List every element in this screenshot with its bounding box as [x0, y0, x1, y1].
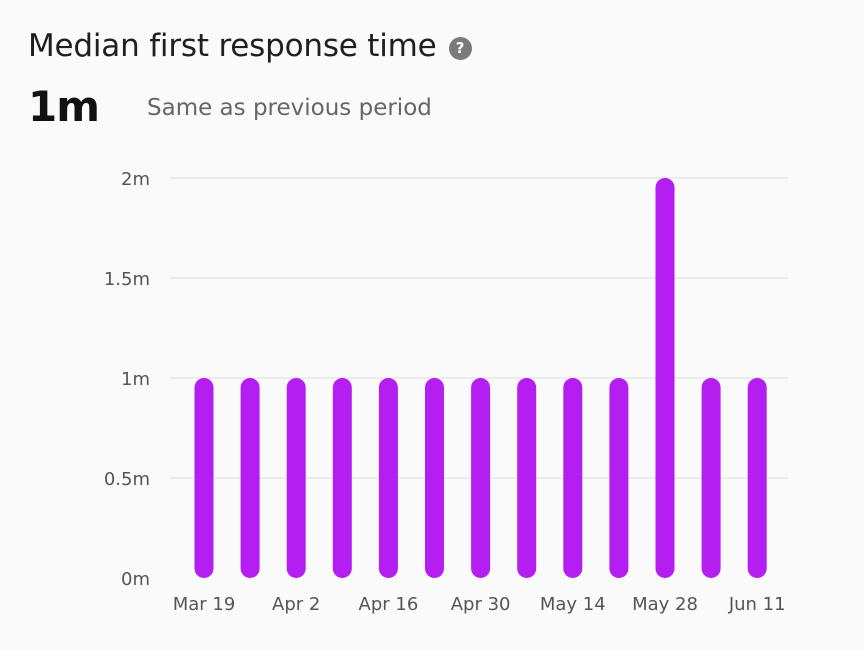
- x-tick-label: Jun 11: [728, 594, 786, 615]
- bar[interactable]: [194, 378, 214, 578]
- y-tick-label: 1m: [121, 369, 150, 390]
- bars: [194, 178, 767, 578]
- bar[interactable]: [378, 378, 398, 578]
- chart-area: 0m 0.5m 1m 1.5m 2m Mar 19 Apr 2 Apr 16 Apr 30 Ma…: [0, 150, 864, 630]
- x-tick-label: May 14: [540, 594, 606, 615]
- x-tick-label: Apr 16: [359, 594, 419, 615]
- x-tick-label: Mar 19: [173, 594, 236, 615]
- y-axis-ticks: 0m 0.5m 1m 1.5m 2m: [104, 169, 150, 590]
- bar[interactable]: [332, 378, 352, 578]
- y-tick-label: 1.5m: [104, 269, 150, 290]
- bar[interactable]: [701, 378, 721, 578]
- bar[interactable]: [563, 378, 583, 578]
- bar[interactable]: [286, 378, 306, 578]
- bar[interactable]: [471, 378, 491, 578]
- x-axis-ticks: Mar 19 Apr 2 Apr 16 Apr 30 May 14 May 28 Jun 1…: [173, 594, 786, 615]
- chart-title: Median first response time: [28, 28, 437, 64]
- y-tick-label: 2m: [121, 169, 150, 190]
- metric-comparison: Same as previous period: [147, 95, 432, 121]
- bar[interactable]: [240, 378, 260, 578]
- metric-summary: 1m Same as previous period: [28, 78, 432, 134]
- metric-value: 1m: [28, 81, 100, 131]
- question-circle-icon[interactable]: ?: [448, 36, 472, 60]
- x-tick-label: May 28: [632, 594, 698, 615]
- x-tick-label: Apr 2: [272, 594, 320, 615]
- bar[interactable]: [609, 378, 629, 578]
- bar[interactable]: [747, 378, 767, 578]
- y-tick-label: 0.5m: [104, 469, 150, 490]
- bar[interactable]: [517, 378, 537, 578]
- x-tick-label: Apr 30: [451, 594, 511, 615]
- header: Median first response time ?: [28, 22, 472, 70]
- y-tick-label: 0m: [121, 569, 150, 590]
- bar[interactable]: [425, 378, 444, 578]
- bar[interactable]: [655, 178, 675, 578]
